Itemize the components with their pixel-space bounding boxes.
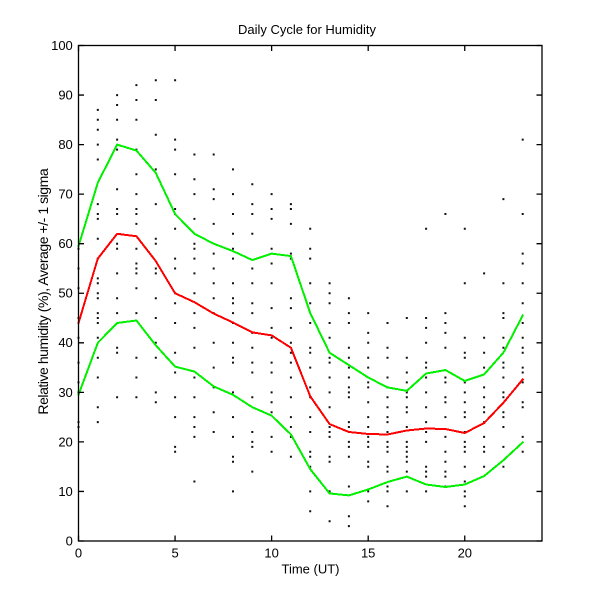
svg-text:100: 100 — [51, 38, 73, 53]
svg-text:80: 80 — [58, 137, 72, 152]
svg-text:30: 30 — [58, 385, 72, 400]
svg-text:Time (UT): Time (UT) — [281, 562, 339, 577]
svg-text:5: 5 — [171, 546, 178, 561]
svg-text:Daily Cycle for Humidity: Daily Cycle for Humidity — [238, 22, 376, 37]
svg-text:15: 15 — [361, 546, 375, 561]
svg-text:50: 50 — [58, 286, 72, 301]
svg-text:40: 40 — [58, 335, 72, 350]
svg-text:10: 10 — [264, 546, 278, 561]
svg-text:0: 0 — [66, 533, 73, 548]
svg-text:20: 20 — [458, 546, 472, 561]
svg-text:Relative humidity (%), Average: Relative humidity (%), Average +/- 1 sig… — [35, 168, 51, 414]
svg-text:60: 60 — [58, 236, 72, 251]
svg-text:20: 20 — [58, 434, 72, 449]
svg-text:10: 10 — [58, 484, 72, 499]
svg-text:0: 0 — [75, 546, 82, 561]
svg-text:90: 90 — [58, 88, 72, 103]
svg-text:70: 70 — [58, 187, 72, 202]
